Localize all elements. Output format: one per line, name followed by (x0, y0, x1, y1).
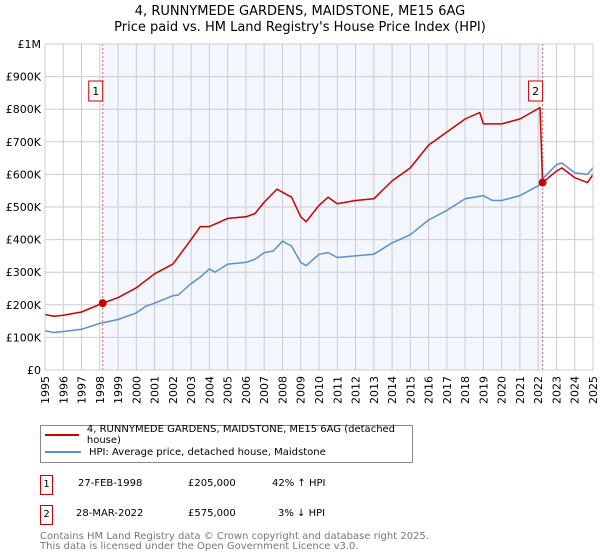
transaction-marker: 2 (40, 505, 53, 525)
x-tick-label: 2007 (258, 376, 271, 404)
transaction-marker: 1 (40, 475, 53, 495)
sale-point (98, 299, 107, 308)
legend-item-property: 4, RUNNYMEDE GARDENS, MAIDSTONE, ME15 6A… (45, 424, 412, 446)
x-tick-label: 2000 (130, 376, 143, 404)
x-tick-label: 2017 (441, 376, 454, 404)
footer-copyright: Contains HM Land Registry data © Crown c… (40, 531, 429, 542)
legend-label: HPI: Average price, detached house, Maid… (89, 446, 326, 458)
transaction-hpi: 3% ↓ HPI (278, 508, 326, 519)
x-tick-label: 2006 (240, 376, 253, 404)
footer-licence: This data is licensed under the Open Gov… (40, 541, 359, 552)
x-tick-label: 2022 (532, 376, 545, 404)
x-tick-label: 2019 (477, 376, 490, 404)
x-tick-label: 2003 (185, 376, 198, 404)
annotation-box (88, 80, 104, 102)
chart-subtitle: Price paid vs. HM Land Registry's House … (114, 20, 486, 35)
y-tick-label: £100K (6, 331, 42, 344)
transaction-hpi: 42% ↑ HPI (272, 478, 326, 489)
legend-swatch-blue (45, 451, 81, 453)
x-tick-label: 2018 (459, 376, 472, 404)
plot-border (44, 43, 594, 371)
x-tick-label: 2023 (550, 376, 563, 404)
y-tick-label: £900K (6, 71, 42, 84)
legend-item-hpi: HPI: Average price, detached house, Maid… (45, 444, 326, 460)
x-tick-label: 2015 (404, 376, 417, 404)
x-tick-label: 2011 (331, 376, 344, 404)
x-tick-label: 2020 (496, 376, 509, 404)
transaction-date: 27-FEB-1998 (78, 478, 143, 489)
annotation-label: 1 (92, 85, 99, 98)
x-tick-label: 2013 (368, 376, 381, 404)
transaction-price: £205,000 (188, 478, 236, 489)
y-tick-label: £400K (6, 234, 42, 247)
transaction-date: 28-MAR-2022 (76, 508, 144, 519)
price-chart: 1995 1996 1997 1998 1999 2000 2001 2002 2003 2004… (6, 38, 600, 404)
annotation-label: 2 (532, 85, 539, 98)
annotation-box (528, 80, 544, 102)
x-tick-label: 1996 (57, 376, 70, 404)
transaction-row: 2 28-MAR-2022 £575,000 3% ↓ HPI (40, 505, 440, 525)
x-tick-label: 2008 (276, 376, 289, 404)
y-tick-label: £300K (6, 266, 42, 279)
x-tick-label: 1995 (39, 376, 52, 404)
x-tick-label: 2001 (149, 376, 162, 404)
x-tick-label: 2025 (587, 376, 600, 404)
x-tick-label: 2021 (514, 376, 527, 404)
transaction-price: £575,000 (188, 508, 236, 519)
chart-title: 4, RUNNYMEDE GARDENS, MAIDSTONE, ME15 6A… (134, 4, 466, 19)
x-tick-label: 2005 (222, 376, 235, 404)
x-tick-label: 2012 (350, 376, 363, 404)
x-tick-label: 2010 (313, 376, 326, 404)
x-tick-label: 1999 (112, 376, 125, 404)
property-price-line (44, 106, 594, 317)
x-tick-label: 2004 (203, 376, 216, 404)
y-tick-label: £200K (6, 299, 42, 312)
x-tick-label: 2009 (295, 376, 308, 404)
legend-label: 4, RUNNYMEDE GARDENS, MAIDSTONE, ME15 6A… (86, 424, 396, 446)
x-tick-label: 1997 (76, 376, 89, 404)
legend: 4, RUNNYMEDE GARDENS, MAIDSTONE, ME15 6A… (40, 424, 413, 463)
y-tick-label: £800K (6, 103, 42, 116)
x-tick-label: 1998 (94, 376, 107, 404)
y-tick-label: £1M (18, 38, 42, 51)
x-tick-label: 2024 (569, 376, 582, 404)
transaction-row: 1 27-FEB-1998 £205,000 42% ↑ HPI (40, 475, 440, 495)
x-tick-label: 2014 (386, 376, 399, 404)
x-tick-label: 2002 (167, 376, 180, 404)
x-tick-label: 2016 (423, 376, 436, 404)
y-tick-label: £600K (6, 168, 42, 181)
sale-point (538, 178, 547, 187)
y-tick-label: £700K (6, 136, 42, 149)
y-tick-label: £500K (6, 201, 42, 214)
hpi-line (44, 162, 594, 334)
y-tick-label: £0 (27, 364, 41, 377)
legend-swatch-red (45, 434, 79, 436)
